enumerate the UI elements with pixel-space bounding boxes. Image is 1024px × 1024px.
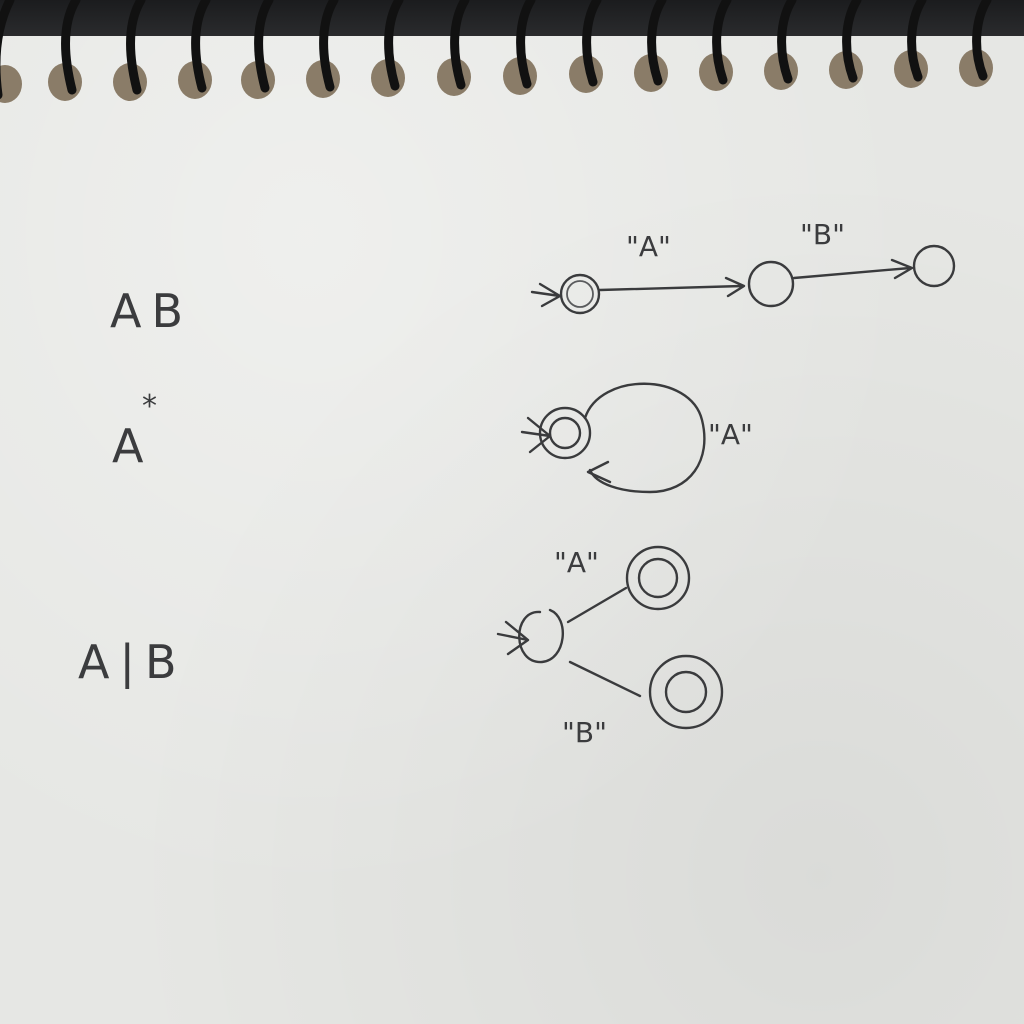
edge-label: "B" bbox=[800, 218, 845, 251]
self-loop-arrowhead bbox=[586, 460, 612, 484]
start-arrow bbox=[530, 282, 562, 308]
regex-label: AB bbox=[110, 284, 193, 338]
expression-a-star: A * "A" bbox=[112, 382, 753, 494]
edge-a bbox=[566, 586, 628, 624]
spiral-binding bbox=[0, 0, 993, 103]
binding-hole bbox=[437, 0, 471, 96]
start-arrow bbox=[496, 620, 530, 656]
binding-hole bbox=[241, 0, 275, 99]
binding-hole bbox=[699, 0, 733, 91]
binding-hole bbox=[829, 0, 863, 89]
regex-label: A bbox=[112, 419, 153, 473]
notebook-page bbox=[0, 36, 1024, 1024]
binding-hole bbox=[959, 0, 993, 87]
edge-label: "A" bbox=[708, 418, 753, 451]
binding-hole bbox=[764, 0, 798, 90]
nfa-a-or-b: "A" "B" bbox=[496, 545, 724, 749]
binding-hole bbox=[306, 0, 340, 98]
binding-hole bbox=[569, 0, 603, 93]
edge-label: "A" bbox=[554, 546, 599, 579]
binding-hole bbox=[371, 0, 405, 97]
binding-hole bbox=[113, 0, 147, 101]
expression-a-or-b: A|B "A" "B" bbox=[78, 545, 724, 749]
binding-hole bbox=[178, 0, 212, 99]
binding-hole bbox=[894, 0, 928, 88]
nfa-a-star: "A" bbox=[520, 382, 753, 494]
accept-state-a bbox=[625, 545, 691, 611]
regex-superscript: * bbox=[142, 389, 157, 424]
start-state bbox=[518, 608, 564, 664]
edge-label: "A" bbox=[626, 230, 671, 263]
binding-hole bbox=[634, 0, 668, 92]
edge-b bbox=[792, 258, 914, 280]
binding-hole bbox=[0, 0, 22, 103]
expression-ab: AB "A" "B" bbox=[110, 218, 956, 338]
state-inner-ring bbox=[664, 670, 708, 714]
start-arrow bbox=[520, 416, 552, 454]
edge-a bbox=[598, 276, 746, 298]
accept-state bbox=[912, 244, 956, 288]
state-inner-ring bbox=[548, 416, 582, 450]
nfa-ab: "A" "B" bbox=[530, 218, 956, 315]
state-inner-ring bbox=[566, 280, 594, 308]
state-inner-ring bbox=[637, 557, 679, 599]
middle-state bbox=[747, 260, 795, 308]
accept-state-b bbox=[648, 654, 724, 730]
edge-b bbox=[568, 660, 642, 698]
edge-label: "B" bbox=[562, 716, 607, 749]
self-loop-edge bbox=[583, 382, 706, 494]
binding-hole bbox=[503, 0, 537, 95]
start-state bbox=[559, 273, 601, 315]
start-accept-state bbox=[538, 406, 592, 460]
regex-label: A|B bbox=[78, 635, 187, 690]
binding-hole bbox=[48, 0, 82, 101]
